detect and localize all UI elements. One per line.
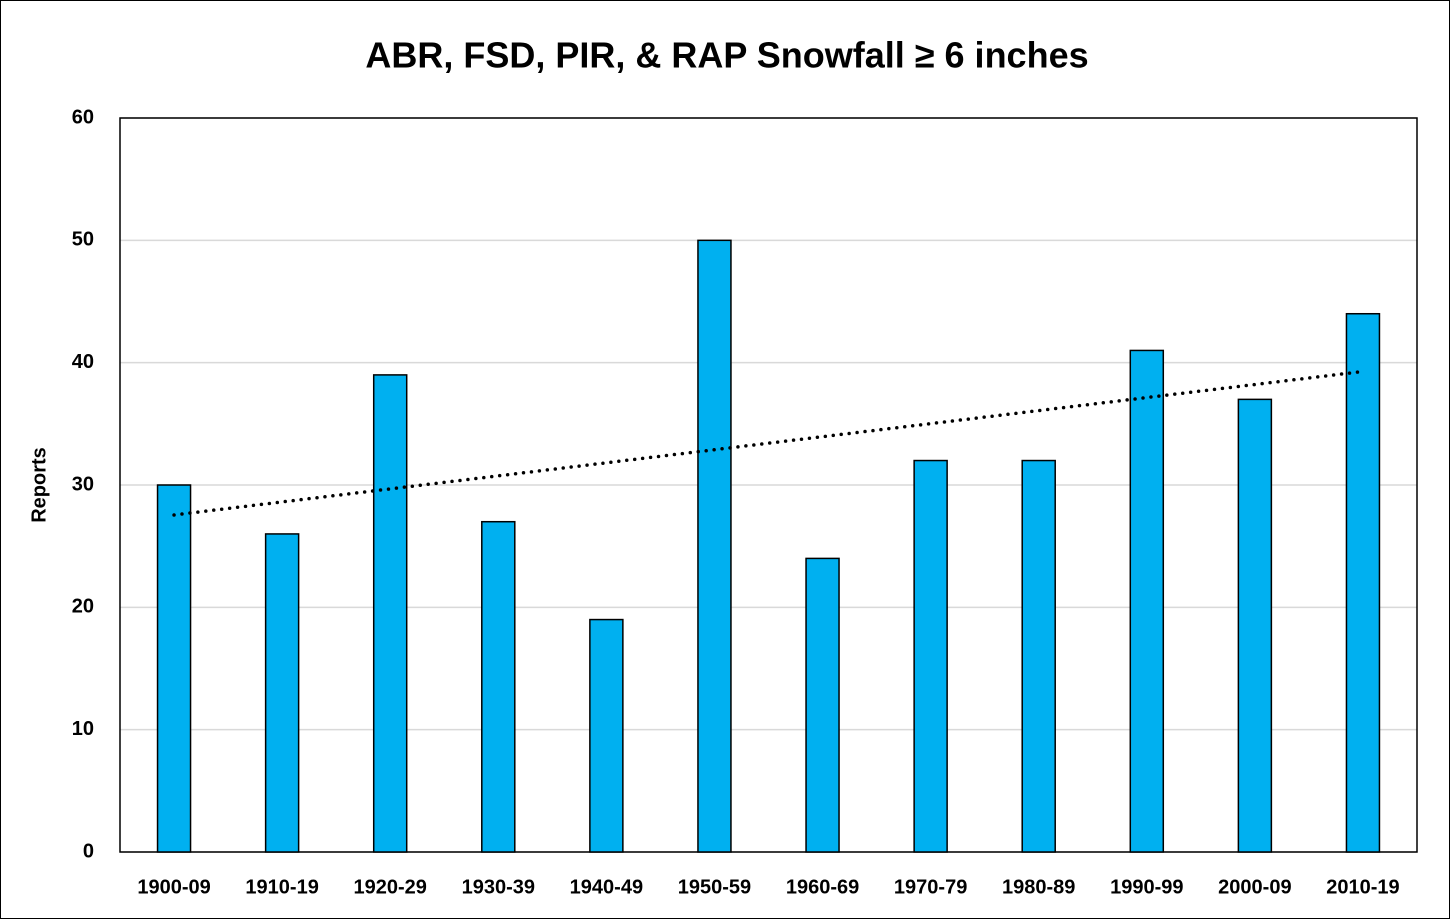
- bar: [697, 239, 732, 853]
- x-tick-label: 1910-19: [245, 876, 318, 898]
- x-tick-label: 2000-09: [1218, 876, 1291, 898]
- bar: [913, 459, 948, 853]
- y-tick-label: 30: [72, 473, 94, 495]
- trendline: [172, 369, 1365, 517]
- bar: [1021, 459, 1056, 853]
- x-tick-label: 2010-19: [1326, 876, 1399, 898]
- plot-frame: [119, 117, 1418, 853]
- bar: [1345, 312, 1381, 853]
- y-axis-label: Reports: [28, 447, 50, 523]
- y-tick-label: 0: [83, 840, 94, 862]
- y-tick-label: 20: [72, 596, 94, 618]
- y-tick-label: 40: [72, 351, 94, 373]
- x-tick-label: 1920-29: [354, 876, 427, 898]
- x-tick-label: 1940-49: [570, 876, 643, 898]
- bar: [372, 374, 408, 853]
- bar: [805, 557, 840, 853]
- x-tick-label: 1930-39: [462, 876, 535, 898]
- y-tick-label: 50: [72, 229, 94, 251]
- bar: [1237, 398, 1273, 853]
- y-tick-label: 60: [72, 106, 94, 128]
- chart-title: ABR, FSD, PIR, & RAP Snowfall ≥ 6 inches: [365, 35, 1088, 76]
- bar: [1129, 349, 1165, 853]
- bar: [589, 618, 624, 853]
- x-tick-label: 1900-09: [137, 876, 210, 898]
- x-tick-label: 1990-99: [1110, 876, 1183, 898]
- bar: [264, 533, 300, 853]
- x-tick-label: 1950-59: [678, 876, 751, 898]
- bar: [481, 520, 516, 853]
- x-tick-label: 1960-69: [786, 876, 859, 898]
- bar: [156, 484, 192, 853]
- x-tick-label: 1980-89: [1002, 876, 1075, 898]
- x-tick-label: 1970-79: [894, 876, 967, 898]
- y-tick-label: 10: [72, 718, 94, 740]
